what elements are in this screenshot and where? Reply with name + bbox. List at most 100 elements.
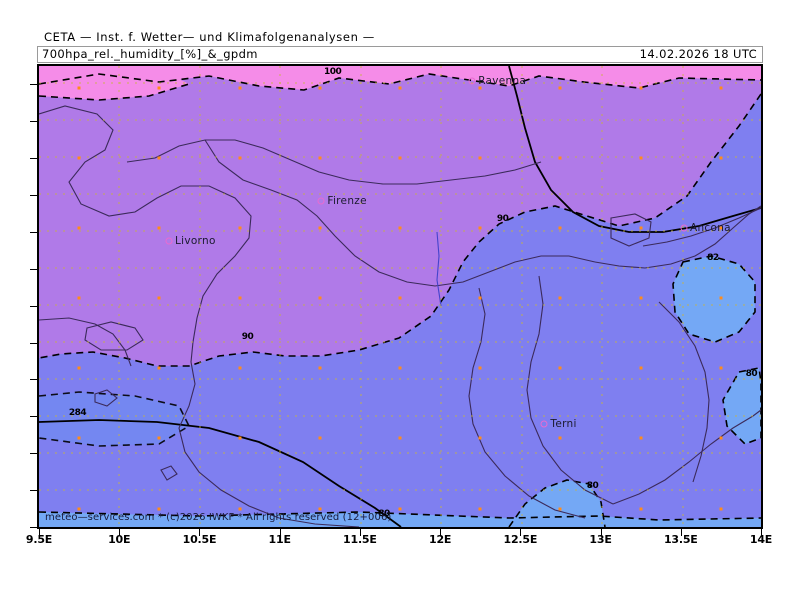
station-marker: [719, 436, 723, 440]
institute-header: CETA — Inst. f. Wetter— und Klimafolgena…: [44, 30, 375, 44]
station-marker: [157, 296, 161, 300]
station-marker: [77, 156, 81, 160]
city-label: Livorno: [174, 235, 216, 248]
station-marker: [157, 507, 161, 511]
station-marker: [398, 156, 402, 160]
contour-value-label: 90: [241, 332, 254, 343]
lat-tick: [30, 195, 37, 197]
lat-tick: [30, 379, 37, 381]
station-marker: [77, 507, 81, 511]
station-marker: [719, 296, 723, 300]
lon-tick: [279, 529, 281, 536]
station-marker: [318, 436, 322, 440]
station-marker: [558, 366, 562, 370]
field-band-100: [39, 66, 761, 90]
lon-tick-label: 10E: [108, 533, 131, 546]
station-marker: [478, 226, 482, 230]
lake-trasimeno: [610, 213, 652, 247]
lon-tick: [600, 529, 602, 536]
coastline-tuscany: [39, 105, 252, 363]
contour-value-label: 82: [707, 252, 719, 263]
border-marche-umbria: [594, 205, 761, 269]
station-marker: [77, 296, 81, 300]
lat-tick: [30, 268, 37, 270]
station-marker: [558, 436, 562, 440]
station-marker: [318, 156, 322, 160]
station-marker: [639, 156, 643, 160]
station-marker: [238, 156, 242, 160]
station-marker: [398, 436, 402, 440]
station-marker: [558, 156, 562, 160]
border-umbria-lazio: [468, 287, 586, 519]
station-marker: [398, 366, 402, 370]
station-marker: [318, 507, 322, 511]
station-marker: [558, 296, 562, 300]
lat-tick: [30, 527, 37, 528]
lat-tick: [30, 231, 37, 233]
station-marker: [639, 226, 643, 230]
contour-value-label: 80: [586, 481, 599, 492]
map-vector-layer: [39, 66, 761, 527]
city-label: Ravenna: [478, 74, 527, 87]
station-marker: [318, 86, 322, 90]
station-marker: [157, 226, 161, 230]
station-marker: [719, 366, 723, 370]
map-plot-area[interactable]: Ravenna Firenze Livorno Ancona Terni 100 90 90…: [37, 64, 763, 529]
station-marker: [558, 86, 562, 90]
station-marker: [719, 86, 723, 90]
city-marker: [680, 224, 688, 232]
lon-tick: [440, 529, 442, 536]
contour-value-label: 284: [68, 407, 87, 418]
station-marker: [77, 436, 81, 440]
rh-contour-82-adriatic: [672, 255, 756, 343]
parameter-bar: [37, 46, 763, 63]
lon-tick-label: 12.5E: [503, 533, 538, 546]
city-marker: [468, 77, 476, 85]
island-giglio: [94, 389, 118, 407]
station-marker: [77, 226, 81, 230]
rh-contour-80-southstrip: [39, 511, 761, 521]
lat-tick: [30, 305, 37, 307]
station-marker: [77, 366, 81, 370]
lon-tick-label: 11.5E: [343, 533, 377, 546]
station-marker: [157, 436, 161, 440]
station-marker: [639, 296, 643, 300]
field-band-80-adriatic: [673, 256, 755, 342]
station-marker: [238, 507, 242, 511]
station-marker: [719, 507, 723, 511]
rh-contour-80-east: [722, 367, 761, 445]
station-marker: [157, 366, 161, 370]
river-arno: [436, 231, 442, 307]
station-marker: [238, 226, 242, 230]
station-marker: [639, 86, 643, 90]
station-marker: [238, 296, 242, 300]
field-band-80-south: [509, 480, 605, 527]
station-marker: [398, 507, 402, 511]
rh-contour-80-south: [508, 479, 606, 527]
field-band-80-east: [723, 368, 761, 444]
station-marker: [238, 366, 242, 370]
station-marker: [558, 507, 562, 511]
lon-tick-label: 9.5E: [25, 533, 53, 546]
station-marker: [478, 156, 482, 160]
station-marker: [398, 226, 402, 230]
border-emilia: [126, 139, 542, 185]
city-label: Firenze: [327, 194, 367, 207]
station-marker: [478, 366, 482, 370]
lon-tick-label: 13E: [589, 533, 612, 546]
parameter-label: 700hpa_rel._humidity_[%]_&_gpdm: [42, 47, 258, 61]
border-tosc-emilia: [204, 139, 596, 287]
station-marker: [77, 86, 81, 90]
lon-tick-label: 10.5E: [182, 533, 217, 546]
lon-tick: [761, 529, 762, 536]
lat-tick: [30, 342, 37, 344]
field-band-85-west: [39, 392, 189, 446]
coastline-lazio: [178, 361, 360, 527]
rh-contour-100: [39, 73, 761, 91]
station-marker: [318, 226, 322, 230]
lon-tick: [119, 529, 121, 536]
city-marker: [540, 420, 548, 428]
lat-tick: [30, 490, 37, 492]
border-umbria-east: [526, 275, 614, 505]
